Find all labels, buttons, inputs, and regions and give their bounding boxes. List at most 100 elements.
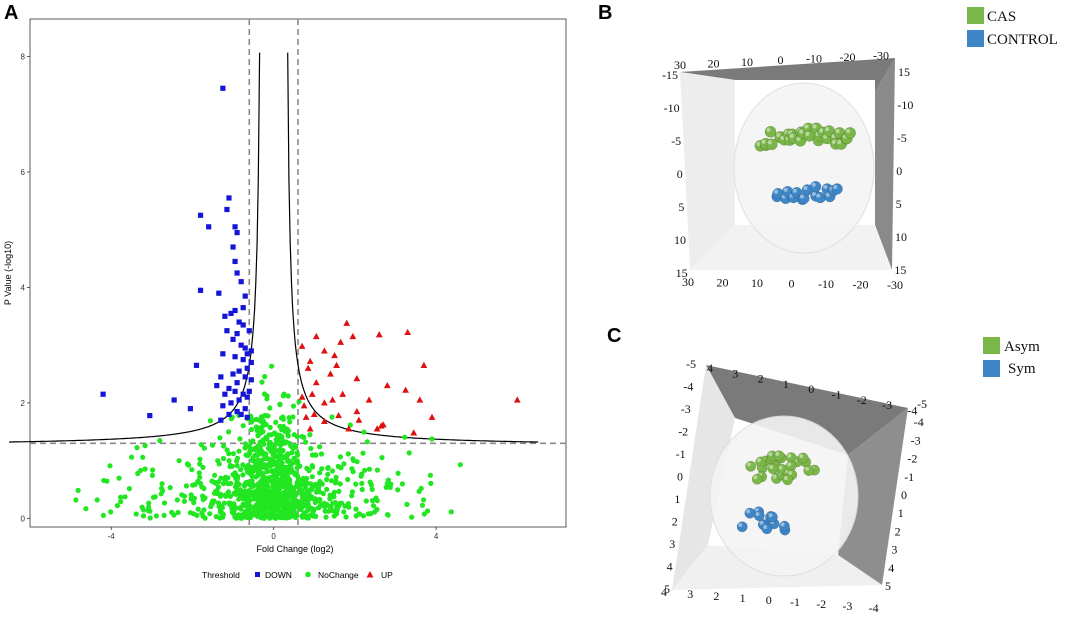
nochange-point	[306, 513, 312, 519]
pca-c-right-tick: 1	[898, 506, 904, 520]
nochange-point	[294, 434, 300, 440]
nochange-point	[303, 439, 309, 445]
up-point	[375, 331, 383, 338]
nochange-point	[146, 500, 152, 506]
down-point	[234, 380, 240, 386]
cas-point-highlight	[819, 128, 824, 133]
pca-c-right-wall	[838, 408, 908, 585]
nochange-point	[264, 468, 270, 475]
sym-point	[736, 521, 748, 533]
pca-c-top-tick: -4	[907, 403, 917, 417]
nochange-point	[159, 481, 165, 487]
nochange-point	[290, 403, 297, 409]
pca-c-right-tick: -4	[914, 415, 924, 429]
nochange-point	[197, 461, 203, 467]
nochange-point	[333, 474, 339, 480]
asym-point	[745, 460, 757, 472]
pca-b-left-tick: -5	[671, 134, 681, 148]
asym-point-highlight	[799, 454, 804, 459]
nochange-point	[332, 480, 339, 486]
pca-b-left-tick: 5	[678, 200, 684, 214]
nochange-point	[308, 486, 314, 492]
pca-c-left-tick: -3	[681, 402, 691, 416]
asym-point	[797, 452, 809, 464]
nochange-point	[313, 489, 320, 495]
cas-point-body	[765, 138, 778, 151]
asym-point-highlight	[746, 462, 751, 467]
nochange-point	[402, 434, 408, 440]
cas-point-body	[764, 125, 777, 138]
nochange-point	[288, 466, 294, 472]
nochange-point	[334, 511, 340, 517]
pca-b-top-tick: -10	[806, 52, 822, 66]
asym-point-highlight	[778, 465, 783, 470]
nochange-point	[139, 504, 145, 510]
nochange-point	[429, 436, 435, 442]
asym-point-highlight	[775, 452, 780, 456]
nochange-point	[350, 456, 356, 462]
nochange-point	[238, 467, 244, 473]
nochange-point	[275, 435, 281, 441]
nochange-point	[289, 450, 295, 456]
nochange-point	[216, 479, 222, 485]
down-point	[234, 229, 240, 236]
pca-c-top-tick: 0	[808, 382, 814, 396]
down-point	[187, 406, 193, 412]
pca-c-left-tick: 4	[667, 560, 673, 574]
nochange-point	[209, 478, 215, 484]
nochange-point	[240, 462, 246, 468]
legend-sym-label: Sym	[1008, 361, 1036, 377]
nochange-point	[265, 492, 271, 498]
cas-point-highlight	[767, 140, 772, 145]
nochange-point	[356, 511, 362, 517]
nochange-point	[298, 489, 304, 495]
nochange-point	[234, 458, 240, 464]
nochange-point	[230, 451, 236, 457]
nochange-point	[343, 514, 349, 520]
nochange-point	[226, 458, 232, 464]
nochange-point	[350, 469, 356, 475]
nochange-point	[366, 466, 372, 472]
nochange-point	[313, 513, 319, 520]
nochange-point	[242, 441, 249, 447]
sym-point	[778, 520, 790, 532]
nochange-point	[290, 414, 296, 420]
nochange-point	[279, 448, 285, 454]
up-point	[329, 396, 336, 403]
nochange-point	[280, 414, 286, 420]
nochange-point	[261, 391, 268, 397]
nochange-point	[374, 467, 380, 473]
nochange-point	[249, 426, 255, 433]
pca-c-left-tick: -1	[676, 447, 686, 461]
nochange-point	[270, 485, 276, 491]
nochange-point	[197, 474, 203, 480]
sym-point-body	[761, 523, 773, 535]
cas-point-highlight	[761, 139, 766, 144]
nochange-point	[310, 464, 316, 470]
down-point	[236, 368, 242, 374]
down-point	[220, 85, 226, 91]
down-point	[232, 354, 238, 360]
down-point	[244, 414, 250, 420]
pca-b-bottom-tick: 10	[751, 276, 763, 290]
nochange-point	[222, 474, 229, 480]
pca-c-right-tick: 2	[895, 524, 901, 538]
pca-c-left-tick: 0	[677, 470, 683, 484]
asym-point-highlight	[768, 452, 773, 457]
asym-point-body	[751, 473, 763, 485]
nochange-point	[292, 490, 298, 496]
down-point	[220, 403, 226, 409]
nochange-point	[318, 451, 325, 457]
nochange-point	[250, 438, 256, 444]
up-point	[298, 393, 306, 400]
nochange-point	[427, 472, 433, 478]
nochange-point	[238, 515, 245, 521]
nochange-point	[368, 482, 374, 488]
asym-point-highlight	[753, 475, 758, 480]
nochange-point	[354, 459, 360, 465]
nochange-point	[232, 514, 238, 520]
nochange-point	[250, 464, 257, 470]
nochange-point	[147, 515, 153, 521]
nochange-point	[285, 451, 291, 457]
pca-b-confidence-sphere	[733, 82, 875, 254]
